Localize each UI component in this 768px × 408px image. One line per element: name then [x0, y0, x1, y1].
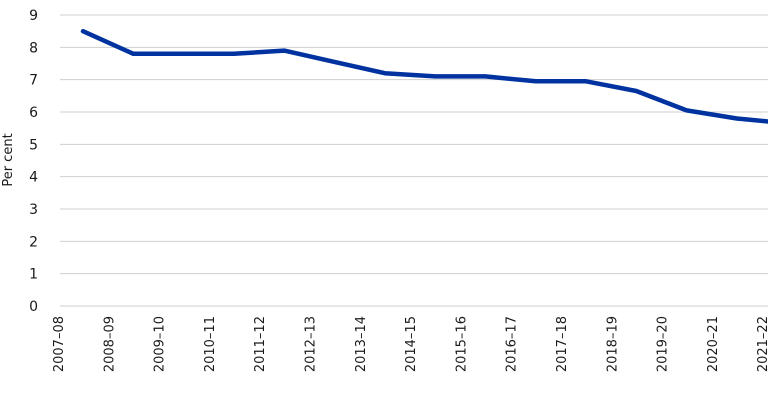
- x-tick-label: 2019–20: [656, 316, 671, 372]
- y-tick-label: 2: [29, 234, 38, 250]
- gridlines: [60, 14, 768, 307]
- x-tick-label: 2009–10: [153, 316, 168, 372]
- y-axis-label: Per cent: [1, 133, 16, 186]
- y-tick-label: 4: [29, 170, 38, 186]
- y-tick-label: 0: [29, 299, 38, 315]
- y-tick-label: 3: [29, 202, 38, 218]
- x-tick-label: 2014–15: [404, 316, 419, 372]
- x-tick-label: 2010–11: [203, 316, 218, 372]
- x-tick-label: 2007–08: [52, 316, 67, 372]
- series-line: [80, 28, 768, 124]
- x-tick-label: 2020–21: [706, 316, 721, 372]
- y-tick-label: 1: [29, 267, 38, 283]
- y-tick-label: 6: [29, 105, 38, 121]
- x-tick-label: 2018–19: [605, 316, 620, 372]
- y-tick-label: 9: [29, 8, 38, 24]
- y-tick-label: 7: [29, 73, 38, 89]
- series-layer: [80, 28, 768, 124]
- y-tick-label: 8: [29, 40, 38, 56]
- x-tick-label: 2021–22: [756, 316, 768, 372]
- x-tick-label: 2013–14: [354, 316, 369, 372]
- y-axis-ticks: 0 1 2 3 4 5 6 7 8 9: [29, 8, 38, 315]
- x-tick-label: 2012–13: [304, 316, 319, 372]
- x-tick-label: 2008–09: [102, 316, 117, 372]
- x-tick-label: 2011–12: [253, 316, 268, 372]
- y-tick-label: 5: [29, 137, 38, 153]
- x-tick-label: 2017–18: [555, 316, 570, 372]
- x-axis-ticks: 2007–08 2008–09 2009–10 2010–11 2011–12 2012–…: [52, 316, 768, 372]
- x-tick-label: 2015–16: [454, 316, 469, 372]
- x-tick-label: 2016–17: [505, 316, 520, 372]
